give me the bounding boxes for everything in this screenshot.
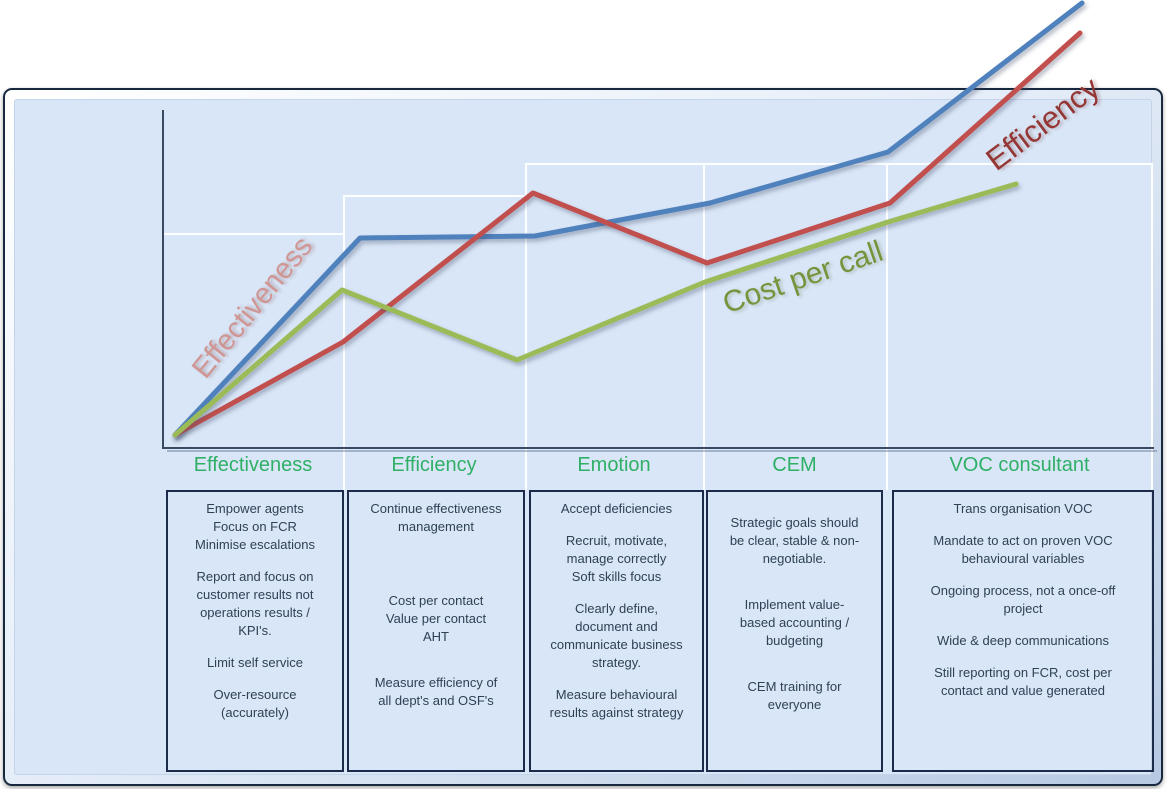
stage-text-line	[894, 618, 1152, 632]
stage-title-efficiency: Efficiency	[391, 454, 477, 476]
stage-title-emotion: Emotion	[577, 454, 651, 476]
stage-text-line	[894, 650, 1152, 664]
y-axis	[162, 110, 164, 448]
stage-text-line: Continue effectiveness	[370, 501, 502, 516]
stage-text-line: Empower agents	[206, 501, 304, 516]
stage-text-line: Soft skills focus	[571, 569, 662, 584]
stage-box-emotion: Accept deficiencies Recruit, motivate, man…	[529, 490, 704, 772]
stage-text-line: AHT	[423, 629, 449, 644]
stage-box-effectiveness: Empower agents Focus on FCR Minimise escal…	[166, 490, 344, 772]
stage-text-line: Ongoing process, not a once-off	[930, 583, 1116, 598]
gridline-top-stage2	[343, 195, 525, 197]
stage-box-voc-consultant: Trans organisation VOC Mandate to act on …	[892, 490, 1154, 772]
gridline-separator-3	[703, 163, 705, 490]
gridline-separator-4	[886, 163, 888, 490]
stage-text-line: negotiable.	[762, 551, 827, 566]
stage-text-line: Value per contact	[385, 611, 487, 626]
stage-text-line	[708, 568, 881, 582]
stage-text-line: Wide & deep communications	[937, 633, 1109, 648]
stage-text-line: Report and focus on	[196, 569, 314, 584]
stage-text-line: (accurately)	[221, 705, 289, 720]
stage-text-line: Measure efficiency of	[374, 675, 498, 690]
stage-title-cem: CEM	[772, 454, 817, 476]
stage-text-line: strategy.	[592, 655, 641, 670]
stage-text-line	[168, 554, 342, 568]
stage-text-line: management	[398, 519, 474, 534]
stage-text-line	[168, 672, 342, 686]
stage-text-line: Still reporting on FCR, cost per	[934, 665, 1112, 680]
stage-box-efficiency: Continue effectiveness management Cost per…	[347, 490, 525, 772]
stage-text-line: manage correctly	[566, 551, 667, 566]
stage-text-line: Minimise escalations	[195, 537, 315, 552]
stage-text-line	[708, 582, 881, 596]
stage-text-line: Focus on FCR	[213, 519, 297, 534]
stage-text-line: Cost per contact	[388, 593, 484, 608]
stage-text-line: Mandate to act on proven VOC	[933, 533, 1113, 548]
gridline-separator-2	[525, 163, 527, 490]
stage-text-line: Trans organisation VOC	[953, 501, 1093, 516]
stage-text-line: customer results not	[196, 587, 314, 602]
gridline-separator-1	[343, 195, 345, 490]
stage-text-line: budgeting	[765, 633, 824, 648]
stage-text-line: document and	[575, 619, 658, 634]
stage-text-line: Clearly define,	[574, 601, 659, 616]
stage-text-line	[531, 586, 702, 600]
stage-text-line	[349, 564, 523, 578]
stage-text-line: Limit self service	[206, 655, 304, 670]
gridline-top-stage1	[163, 233, 343, 235]
stage-text-line: communicate business	[550, 637, 683, 652]
stage-text-line	[349, 536, 523, 550]
stage-text-line: Measure behavioural	[555, 687, 678, 702]
stage-text-line: Strategic goals should	[730, 515, 859, 530]
stage-text-line: KPI's.	[238, 623, 272, 638]
x-axis	[162, 447, 1154, 449]
stage-text-line: Accept deficiencies	[560, 501, 673, 516]
stage-text-line: Over-resource	[213, 687, 297, 702]
stage-text-line: based accounting /	[739, 615, 850, 630]
stage-text-line	[531, 518, 702, 532]
stage-text-line	[708, 664, 881, 678]
stage-text-line: all dept's and OSF's	[378, 693, 494, 708]
stage-text-line: behavioural variables	[961, 551, 1085, 566]
stage-text-line	[894, 568, 1152, 582]
stage-text-line: project	[1003, 601, 1043, 616]
stage-text-line	[168, 640, 342, 654]
stage-text-line	[894, 518, 1152, 532]
stage-text-line	[708, 500, 881, 514]
stage-text-line	[531, 672, 702, 686]
stage-title-voc-consultant: VOC consultant	[949, 454, 1090, 476]
stage-text-line	[349, 550, 523, 564]
x-axis-shadow	[167, 450, 1157, 452]
stage-text-line: operations results /	[200, 605, 310, 620]
stage-text-line	[349, 660, 523, 674]
gridline-separator-5	[1151, 163, 1153, 490]
stage-text-line: contact and value generated	[940, 683, 1106, 698]
stage-text-line	[349, 646, 523, 660]
stage-text-line: Implement value-	[744, 597, 845, 612]
stage-text-line: Recruit, motivate,	[565, 533, 668, 548]
stage-box-cem: Strategic goals should be clear, stable &…	[706, 490, 883, 772]
stage-text-line: results against strategy	[549, 705, 684, 720]
gridline-top-stages3-5	[525, 163, 1153, 165]
stage-text-line: everyone	[767, 697, 822, 712]
stage-text-line	[349, 578, 523, 592]
stage-text-line	[708, 650, 881, 664]
stage-text-line: be clear, stable & non-	[729, 533, 860, 548]
stage-text-line: CEM training for	[747, 679, 842, 694]
stage-title-effectiveness: Effectiveness	[193, 454, 313, 476]
